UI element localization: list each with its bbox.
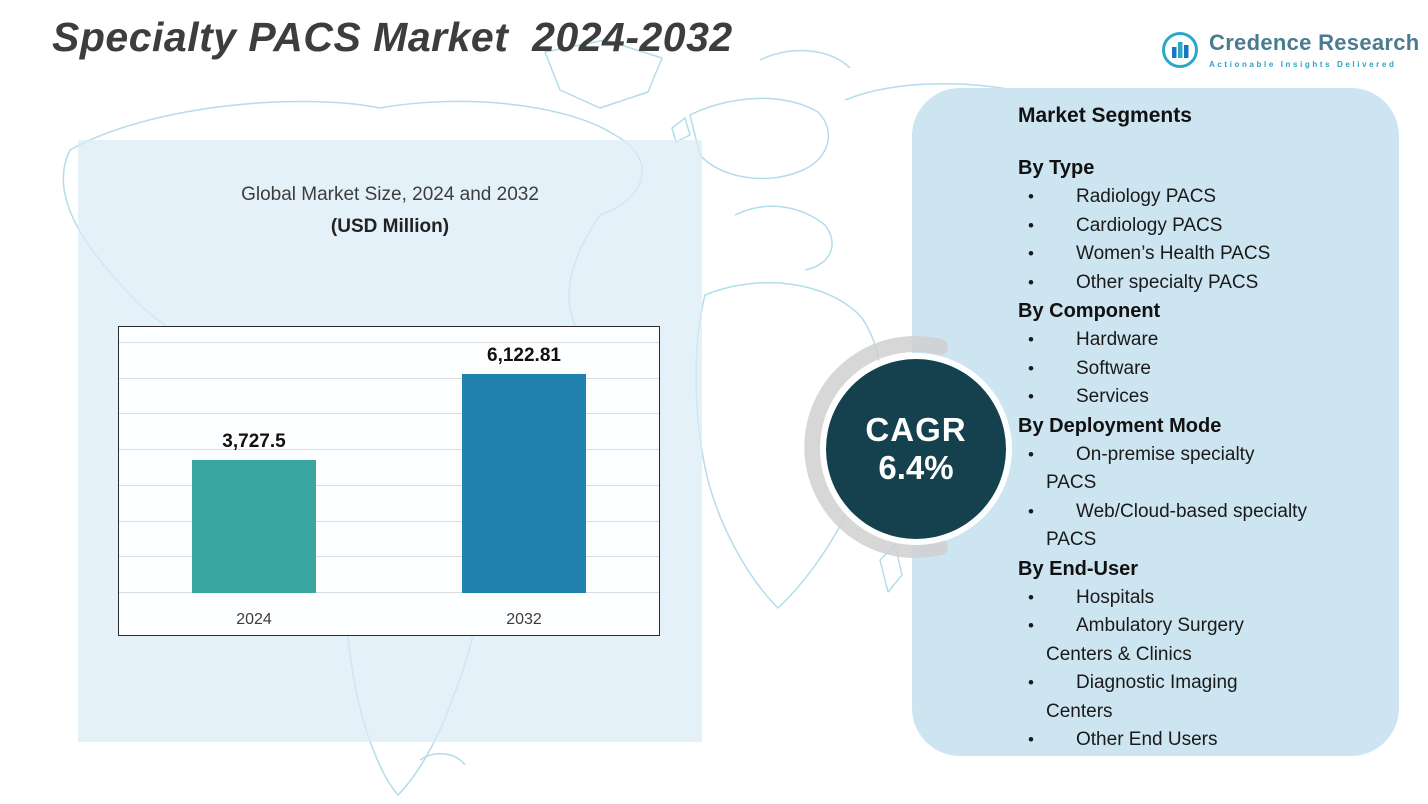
bars-container: 3,727.5 2024 6,122.81 2032 [119, 343, 659, 628]
segment-item: Other specialty PACS [1018, 269, 1308, 298]
segment-item: Women’s Health PACS [1018, 240, 1308, 269]
segment-item: Radiology PACS [1018, 183, 1308, 212]
segment-item: Hardware [1018, 326, 1308, 355]
logo-name: Credence Research [1209, 30, 1420, 55]
cagr-value: 6.4% [878, 449, 954, 486]
logo-bar-chart-icon [1162, 32, 1198, 68]
bar-group-2024: 3,727.5 2024 [192, 343, 316, 628]
segment-item: Services [1018, 383, 1308, 412]
bar-chart: 3,727.5 2024 6,122.81 2032 [118, 326, 660, 636]
gridline [119, 377, 659, 379]
cagr-label: CAGR [865, 411, 967, 449]
logo-tagline: Actionable Insights Delivered [1209, 60, 1397, 69]
segment-item: Software [1018, 355, 1308, 384]
market-size-panel: Global Market Size, 2024 and 2032 (USD M… [78, 140, 702, 742]
credence-research-logo: Credence Research Actionable Insights De… [1160, 30, 1420, 70]
bar-2024 [192, 459, 316, 593]
bar-value-label: 6,122.81 [487, 345, 561, 367]
bar-value-label: 3,727.5 [222, 430, 286, 452]
segment-item: Other End Users [1018, 726, 1308, 755]
segment-heading: By Deployment Mode [1018, 414, 1222, 437]
bar-category-label: 2024 [236, 611, 272, 628]
segment-item: Diagnostic Imaging Centers [1018, 669, 1308, 726]
gridline [119, 556, 659, 558]
segment-list: HospitalsAmbulatory Surgery Centers & Cl… [1018, 584, 1308, 755]
page-title: Specialty PACS Market 2024-2032 [52, 14, 733, 60]
gridline [119, 520, 659, 522]
bar-2032 [462, 374, 586, 593]
segment-item: Web/Cloud-based specialty PACS [1018, 498, 1308, 555]
segment-item: Cardiology PACS [1018, 212, 1308, 241]
segment-list: HardwareSoftwareServices [1018, 326, 1308, 412]
segment-heading: By End-User [1018, 557, 1139, 580]
segment-list: Radiology PACSCardiology PACSWomen’s Hea… [1018, 183, 1308, 297]
gridline [119, 449, 659, 451]
segment-item: On-premise specialty PACS [1018, 441, 1308, 498]
segment-heading: By Type [1018, 157, 1095, 179]
cagr-badge: CAGR 6.4% [826, 359, 1006, 539]
segment-item: Hospitals [1018, 584, 1308, 613]
gridline [119, 413, 659, 415]
bar-category-label: 2032 [506, 611, 542, 628]
gridline [119, 342, 659, 343]
chart-plot-area: 3,727.5 2024 6,122.81 2032 [119, 342, 659, 628]
market-segments-panel: Market Segments By Type Radiology PACSCar… [912, 88, 1399, 756]
gridline [119, 484, 659, 486]
chart-subtitle: (USD Million) [330, 216, 450, 237]
gridline [119, 592, 659, 593]
segment-item: Ambulatory Surgery Centers & Clinics [1018, 612, 1308, 669]
segments-list: By Type Radiology PACSCardiology PACSWome… [1018, 154, 1371, 755]
segments-title: Market Segments [1018, 104, 1192, 127]
bar-group-2032: 6,122.81 2032 [462, 343, 586, 628]
segment-heading: By Component [1018, 300, 1161, 322]
chart-title: Global Market Size, 2024 and 2032 [241, 184, 539, 205]
segment-list: On-premise specialty PACSWeb/Cloud-based… [1018, 441, 1308, 555]
